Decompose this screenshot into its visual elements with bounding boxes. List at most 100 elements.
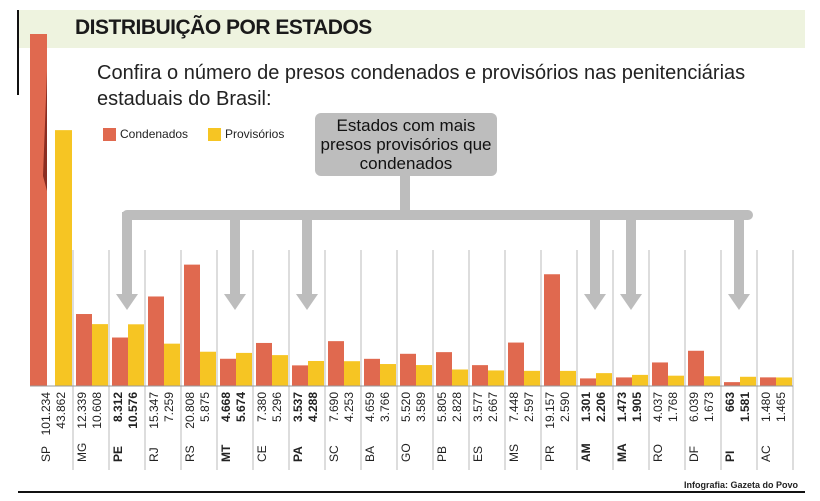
value-label: 7.380 <box>255 392 269 422</box>
value-label: 10.608 <box>90 392 104 429</box>
bar <box>740 376 756 386</box>
bar <box>452 369 468 386</box>
value-label: 6.039 <box>687 392 701 422</box>
bar <box>380 364 396 386</box>
value-label: 1.473 <box>615 392 629 422</box>
value-label: 1.581 <box>738 392 752 422</box>
value-label: 7.448 <box>507 392 521 422</box>
value-label: 4.253 <box>342 392 356 422</box>
value-label: 5.805 <box>435 392 449 422</box>
bar <box>148 296 164 386</box>
legend-swatch <box>103 128 116 141</box>
arrow-shaft <box>302 212 312 295</box>
category-label: PI <box>723 451 737 462</box>
category-label: PB <box>435 446 449 462</box>
value-label: 2.590 <box>558 392 572 422</box>
value-label: 4.288 <box>306 392 320 422</box>
legend-swatch <box>208 128 221 141</box>
value-label: 101.234 <box>39 392 53 436</box>
value-label: 1.480 <box>759 392 773 422</box>
category-label: MA <box>615 443 629 462</box>
bar <box>580 378 596 386</box>
category-label: SP <box>39 446 53 462</box>
bar <box>488 370 504 386</box>
bar <box>596 373 612 386</box>
bar <box>112 337 128 386</box>
bar <box>200 351 216 386</box>
bar <box>616 377 632 386</box>
value-label: 2.597 <box>522 392 536 422</box>
value-label: 8.312 <box>111 392 125 422</box>
credit: Infografia: Gazeta do Povo <box>683 480 798 490</box>
bar <box>364 358 380 386</box>
category-label: PR <box>543 445 557 462</box>
category-label: BA <box>363 446 377 462</box>
value-label: 4.037 <box>651 392 665 422</box>
bar <box>272 355 288 386</box>
arrow-shaft <box>626 212 636 295</box>
category-label: ES <box>471 446 485 462</box>
value-label: 3.589 <box>414 392 428 422</box>
value-label: 663 <box>723 392 737 412</box>
category-label: AC <box>759 445 773 462</box>
bar <box>668 375 684 386</box>
value-label: 5.520 <box>399 392 413 422</box>
arrow-head <box>296 294 318 310</box>
arrow-head <box>224 294 246 310</box>
category-label: GO <box>399 443 413 462</box>
value-label: 43.862 <box>54 392 68 429</box>
connector <box>400 175 410 217</box>
bar <box>704 376 720 386</box>
bar <box>524 370 540 386</box>
bar-break <box>43 71 47 191</box>
value-label: 12.339 <box>75 392 89 429</box>
value-label: 7.690 <box>327 392 341 422</box>
arrow-head <box>584 294 606 310</box>
chart-subtitle: Confira o número de presos condenados e … <box>97 62 746 110</box>
value-label: 3.537 <box>291 392 305 422</box>
bar <box>724 382 740 386</box>
arrow-shaft <box>122 212 132 295</box>
value-label: 15.347 <box>147 392 161 429</box>
value-label: 3.766 <box>378 392 392 422</box>
value-label: 2.206 <box>594 392 608 422</box>
bar <box>508 342 524 386</box>
bar <box>632 374 648 386</box>
title-band <box>18 10 805 48</box>
value-label: 2.828 <box>450 392 464 422</box>
bracket-bar <box>122 210 753 220</box>
bar <box>436 352 452 386</box>
bar <box>30 34 47 386</box>
value-label: 1.465 <box>774 392 788 422</box>
value-label: 4.668 <box>219 392 233 422</box>
bar <box>760 377 776 386</box>
arrow-head <box>620 294 642 310</box>
value-label: 5.875 <box>198 392 212 422</box>
arrow-shaft <box>590 212 600 295</box>
bar <box>92 324 108 386</box>
bar <box>292 365 308 386</box>
bar <box>328 341 344 386</box>
legend-label: Provisórios <box>225 127 284 141</box>
bar <box>776 377 792 386</box>
category-label: SC <box>327 445 341 462</box>
value-label: 1.301 <box>579 392 593 422</box>
value-label: 20.808 <box>183 392 197 429</box>
arrow-shaft <box>734 212 744 295</box>
legend-label: Condenados <box>120 127 188 141</box>
bar <box>220 358 236 386</box>
category-label: RO <box>651 444 665 462</box>
bar <box>128 324 144 386</box>
category-label: CE <box>255 445 269 462</box>
bar <box>652 362 668 386</box>
category-label: AM <box>579 443 593 462</box>
value-label: 3.577 <box>471 392 485 422</box>
value-label: 10.576 <box>126 392 140 429</box>
bar <box>344 361 360 386</box>
arrow-shaft <box>230 212 240 295</box>
value-label: 1.905 <box>630 392 644 422</box>
category-label: MG <box>75 443 89 462</box>
category-label: MS <box>507 444 521 462</box>
value-label: 4.659 <box>363 392 377 422</box>
